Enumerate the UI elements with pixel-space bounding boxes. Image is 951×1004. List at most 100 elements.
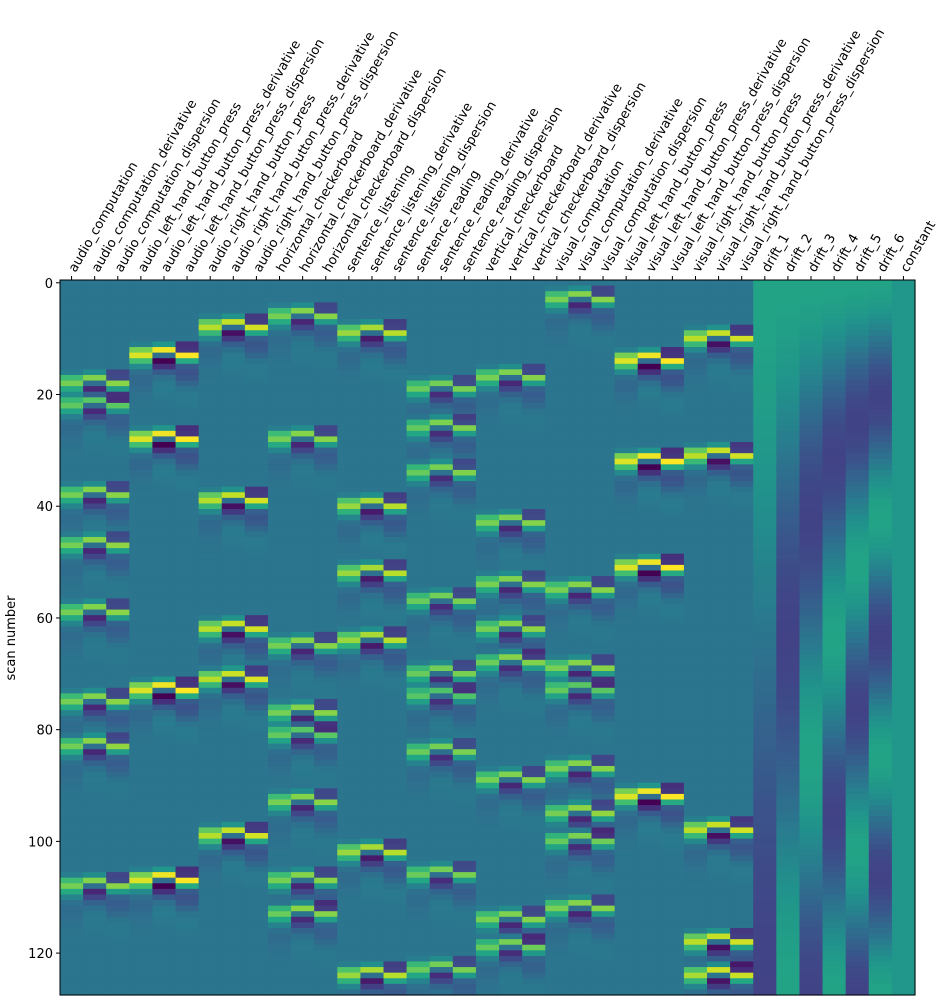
cell <box>776 860 801 868</box>
cell <box>106 481 130 488</box>
cell <box>475 721 500 728</box>
cell <box>221 514 246 521</box>
cell <box>522 788 546 795</box>
cell <box>291 771 315 778</box>
cell <box>637 620 662 627</box>
cell <box>475 598 500 605</box>
cell <box>175 458 200 465</box>
cell <box>360 319 385 326</box>
cell <box>406 866 431 873</box>
cell <box>730 967 754 974</box>
cell <box>360 793 385 801</box>
cell <box>314 643 338 650</box>
cell <box>475 475 500 482</box>
cell <box>614 536 639 544</box>
cell <box>660 307 685 315</box>
cell <box>129 598 154 605</box>
cell <box>244 319 269 326</box>
cell <box>452 799 477 806</box>
cell <box>522 671 546 678</box>
cell <box>845 983 870 991</box>
cell <box>221 458 246 465</box>
cell <box>406 693 431 700</box>
cell <box>175 492 200 499</box>
cell <box>799 732 824 739</box>
cell <box>152 475 177 482</box>
cell <box>83 967 107 974</box>
cell <box>822 497 847 505</box>
cell <box>429 598 454 605</box>
cell <box>406 475 431 482</box>
cell <box>406 330 431 337</box>
cell <box>406 972 431 979</box>
cell <box>244 492 269 499</box>
cell <box>152 536 177 544</box>
cell <box>244 447 269 454</box>
cell <box>660 900 685 907</box>
cell <box>845 603 870 611</box>
cell <box>221 810 246 817</box>
cell <box>868 324 893 331</box>
cell <box>129 805 154 812</box>
cell <box>314 296 338 303</box>
cell <box>683 531 708 538</box>
cell <box>499 291 523 298</box>
cell <box>429 972 454 979</box>
cell <box>545 469 569 477</box>
cell <box>660 330 685 337</box>
cell <box>429 352 454 359</box>
cell <box>776 620 801 627</box>
cell <box>868 732 893 739</box>
cell <box>660 838 685 845</box>
cell <box>383 564 408 572</box>
cell <box>707 782 731 789</box>
cell <box>845 481 870 488</box>
cell <box>753 844 777 851</box>
cell <box>730 749 754 756</box>
cell <box>683 302 708 309</box>
cell <box>776 509 801 516</box>
cell <box>637 447 662 454</box>
cell <box>267 643 292 650</box>
cell <box>175 637 200 644</box>
cell <box>660 732 685 739</box>
cell <box>683 671 708 678</box>
cell <box>730 548 754 555</box>
cell <box>152 436 177 443</box>
cell <box>845 671 870 678</box>
cell <box>244 682 269 689</box>
cell <box>221 285 246 292</box>
cell <box>267 363 292 370</box>
cell <box>799 983 824 991</box>
cell <box>452 805 477 812</box>
cell <box>753 866 777 873</box>
cell <box>60 721 84 728</box>
cell <box>314 855 338 862</box>
cell <box>83 944 107 951</box>
cell <box>291 838 315 845</box>
cell <box>568 877 593 884</box>
cell <box>83 520 107 527</box>
cell <box>891 509 916 516</box>
cell <box>360 553 385 560</box>
cell <box>129 335 154 343</box>
cell <box>707 436 731 443</box>
cell <box>406 989 431 996</box>
cell <box>568 833 593 840</box>
cell <box>776 721 801 728</box>
cell <box>291 894 315 901</box>
cell <box>452 877 477 884</box>
cell <box>730 458 754 465</box>
cell <box>314 704 338 711</box>
cell <box>106 520 130 527</box>
cell <box>129 296 154 303</box>
cell <box>175 363 200 370</box>
cell <box>707 280 731 287</box>
cell <box>730 793 754 801</box>
cell <box>452 285 477 292</box>
cell <box>707 983 731 991</box>
cell <box>244 916 269 923</box>
cell <box>475 972 500 979</box>
cell <box>244 509 269 516</box>
cell <box>383 927 408 935</box>
